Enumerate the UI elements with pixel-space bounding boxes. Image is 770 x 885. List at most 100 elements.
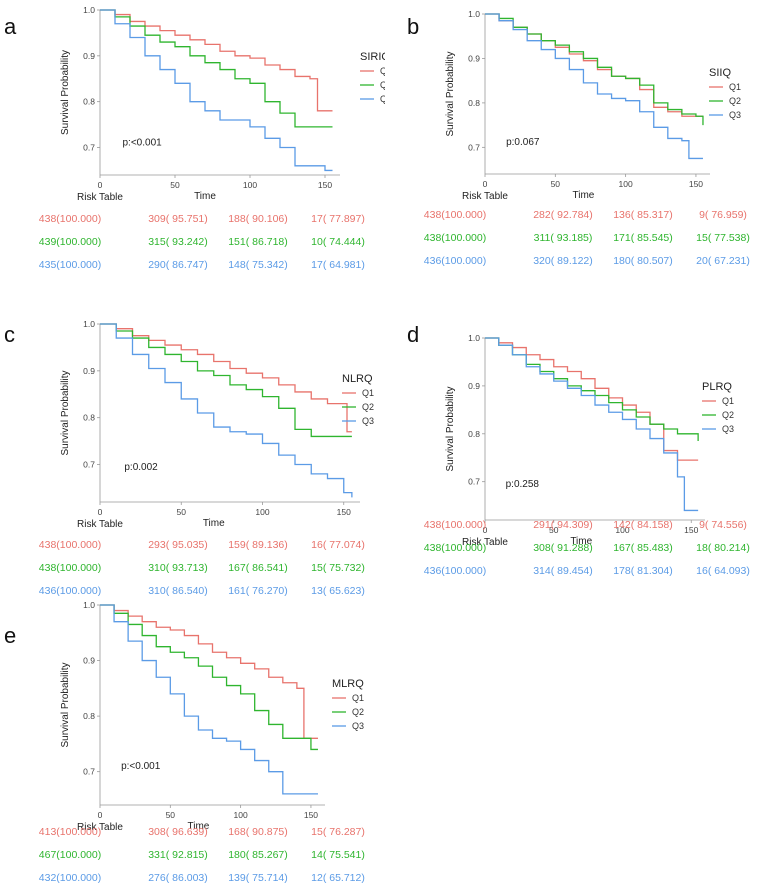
y-axis-label: Survival Probability — [445, 386, 456, 471]
risk-table-cell: 18( 80.214) — [696, 542, 750, 554]
x-axis-label: Time — [570, 536, 592, 547]
risk-table-cell: 167( 86.541) — [228, 562, 288, 574]
panel-a: a 1.0 0.9 0.8 0.7 0 50 100 150 Survival Probabil… — [0, 0, 385, 290]
y-tick-label: 1.0 — [468, 333, 480, 343]
risk-table-cell: 436(100.000) — [424, 565, 486, 577]
survival-curve-q3 — [485, 337, 699, 512]
risk-table-cell: 290( 86.747) — [148, 259, 208, 271]
survival-curve-q1 — [100, 9, 333, 112]
y-tick-label: 0.8 — [468, 429, 480, 439]
panel-e: e 1.0 0.9 0.8 0.7 0 50 100 150 Survival Probabil… — [0, 595, 385, 885]
legend-item: Q2 — [722, 410, 734, 420]
y-tick-label: 0.8 — [468, 98, 480, 108]
risk-table-cell: 436(100.000) — [424, 255, 486, 267]
y-tick-label: 0.8 — [83, 711, 95, 721]
y-axis-label: Survival Probability — [60, 370, 71, 455]
x-tick-label: 100 — [234, 810, 248, 820]
panel-letter: a — [4, 14, 17, 39]
risk-table-cell: 310( 86.540) — [148, 585, 208, 597]
x-tick-label: 150 — [318, 180, 332, 190]
x-tick-label: 0 — [98, 180, 103, 190]
risk-table-cell: 15( 76.287) — [311, 826, 365, 838]
x-tick-label: 150 — [337, 507, 351, 517]
survival-curve-q3 — [100, 323, 353, 498]
x-axis-label: Time — [188, 821, 210, 832]
legend-item: Q3 — [380, 94, 385, 104]
panel-d: d 1.0 0.9 0.8 0.7 0 50 100 150 Survival Probabil… — [385, 310, 770, 600]
risk-table-cell: 167( 85.483) — [613, 542, 673, 554]
risk-table-cell: 142( 84.158) — [613, 519, 673, 531]
legend-item: Q1 — [362, 388, 374, 398]
risk-table-cell: 17( 77.897) — [311, 213, 365, 225]
risk-table-cell: 139( 75.714) — [228, 872, 288, 884]
legend-title: SIIQ — [709, 67, 731, 79]
risk-table-cell: 180( 80.507) — [613, 255, 673, 267]
risk-table-cell: 188( 90.106) — [228, 213, 288, 225]
legend-item: Q1 — [729, 82, 741, 92]
y-tick-label: 1.0 — [83, 5, 95, 15]
risk-table-cell: 432(100.000) — [39, 872, 101, 884]
risk-table-cell: 136( 85.317) — [613, 209, 673, 221]
legend-item: Q3 — [729, 110, 741, 120]
risk-table-cell: 178( 81.304) — [613, 565, 673, 577]
panel-letter: e — [4, 623, 17, 648]
panel-b: b 1.0 0.9 0.8 0.7 0 50 100 150 Survival Probabil… — [385, 0, 770, 290]
y-axis-label: Survival Probability — [60, 662, 71, 747]
survival-curve-q2 — [485, 13, 704, 126]
y-tick-label: 0.7 — [83, 143, 95, 153]
risk-table-cell: 161( 76.270) — [228, 585, 288, 597]
x-axis-label: Time — [194, 191, 216, 202]
legend-item: Q1 — [722, 396, 734, 406]
risk-table-cell: 16( 64.093) — [696, 565, 750, 577]
risk-table-cell: 320( 89.122) — [533, 255, 593, 267]
x-tick-label: 0 — [98, 507, 103, 517]
survival-curve-q1 — [100, 604, 318, 739]
risk-table-cell: 467(100.000) — [39, 849, 101, 861]
km-plot-d: 1.0 0.9 0.8 0.7 0 50 100 150 Survival Probabilit… — [424, 333, 750, 577]
x-tick-label: 150 — [684, 525, 698, 535]
risk-table-cell: 308( 96.639) — [148, 826, 208, 838]
risk-table-cell: 314( 89.454) — [533, 565, 593, 577]
legend-item: Q1 — [352, 693, 364, 703]
x-tick-label: 50 — [177, 507, 187, 517]
y-tick-label: 0.7 — [83, 767, 95, 777]
risk-table-cell: 14( 75.541) — [311, 849, 365, 861]
risk-table-cell: 159( 89.136) — [228, 539, 288, 551]
x-tick-label: 50 — [170, 180, 180, 190]
risk-table-cell: 9( 76.959) — [699, 209, 747, 221]
risk-table-cell: 9( 74.556) — [699, 519, 747, 531]
risk-table-cell: 436(100.000) — [39, 585, 101, 597]
risk-table-cell: 438(100.000) — [39, 562, 101, 574]
risk-table-label: Risk Table — [77, 519, 123, 530]
legend-item: Q3 — [722, 424, 734, 434]
risk-table-cell: 12( 65.712) — [311, 872, 365, 884]
x-tick-label: 50 — [551, 179, 561, 189]
risk-table-cell: 17( 64.981) — [311, 259, 365, 271]
p-value: p:0.067 — [506, 137, 540, 148]
y-tick-label: 0.7 — [468, 477, 480, 487]
risk-table-label: Risk Table — [77, 822, 123, 833]
risk-table-cell: 171( 85.545) — [613, 232, 673, 244]
legend-item: Q2 — [729, 96, 741, 106]
risk-table-label: Risk Table — [77, 192, 123, 203]
legend-title: MLRQ — [332, 678, 364, 690]
risk-table-cell: 439(100.000) — [39, 236, 101, 248]
legend-item: Q3 — [352, 721, 364, 731]
risk-table-cell: 308( 91.288) — [533, 542, 593, 554]
legend-item: Q2 — [352, 707, 364, 717]
risk-table-cell: 311( 93.185) — [534, 232, 593, 244]
p-value: p:0.258 — [506, 479, 540, 490]
risk-table-cell: 291( 94.309) — [533, 519, 593, 531]
p-value: p:<0.001 — [123, 137, 163, 148]
risk-table-cell: 168( 90.875) — [228, 826, 288, 838]
legend-item: Q2 — [362, 402, 374, 412]
p-value: p:0.002 — [124, 462, 158, 473]
km-plot-a: 1.0 0.9 0.8 0.7 0 50 100 150 Survival Probabilit… — [39, 5, 385, 271]
risk-table-cell: 148( 75.342) — [228, 259, 288, 271]
risk-table-cell: 438(100.000) — [39, 213, 101, 225]
panel-letter: b — [407, 14, 420, 39]
survival-curve-q3 — [100, 604, 318, 795]
risk-table-cell: 438(100.000) — [424, 209, 486, 221]
survival-curve-q1 — [100, 323, 352, 433]
